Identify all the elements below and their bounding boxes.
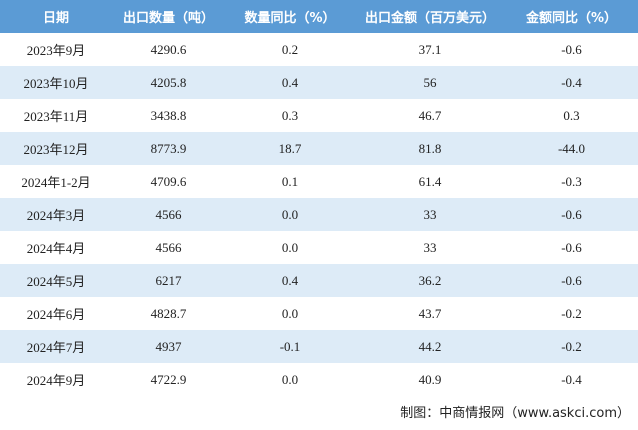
date-cell: 2024年7月 (0, 330, 112, 363)
value-cell: 0.4 (225, 264, 355, 297)
source-note: 制图：中商情报网（www.askci.com） (400, 406, 630, 421)
date-cell: 2024年9月 (26, 373, 86, 388)
date-cell: 2023年9月 (26, 43, 86, 58)
value-cell: 0.1 (281, 173, 299, 189)
value-cell: 6217 (112, 264, 225, 297)
value-cell: -0.4 (505, 66, 638, 99)
column-header: 数量同比（%） (225, 0, 355, 33)
value-cell: 0.4 (225, 66, 355, 99)
table-row: 2023年11月 3438.8 0.3 46.7 0.3 (0, 99, 638, 132)
value-cell: 43.7 (418, 305, 442, 321)
header-row: 日期 出口数量（吨） 数量同比（%） 出口金额（百万美元） 金额同比（%） (0, 0, 638, 33)
table-row: 2024年5月 6217 0.4 36.2 -0.6 (0, 264, 638, 297)
value-cell: 3438.8 (150, 107, 187, 123)
value-cell: -0.6 (561, 41, 582, 57)
value-cell: 0.2 (281, 41, 299, 57)
value-cell: -0.1 (225, 330, 355, 363)
data-table: 日期 出口数量（吨） 数量同比（%） 出口金额（百万美元） 金额同比（%） 2023年9… (0, 0, 638, 396)
value-cell: 44.2 (355, 330, 505, 363)
value-cell: -0.2 (505, 330, 638, 363)
value-cell: 0.0 (225, 198, 355, 231)
date-cell: 2024年5月 (0, 264, 112, 297)
table-row: 2023年12月 8773.9 18.7 81.8 -44.0 (0, 132, 638, 165)
date-cell: 2024年3月 (0, 198, 112, 231)
table-row: 2024年9月 4722.9 0.0 40.9 -0.4 (0, 363, 638, 396)
value-cell: 61.4 (418, 173, 442, 189)
table-row: 2024年3月 4566 0.0 33 -0.6 (0, 198, 638, 231)
table-row: 2023年10月 4205.8 0.4 56 -0.4 (0, 66, 638, 99)
value-cell: 37.1 (418, 41, 442, 57)
column-header: 日期 (0, 0, 112, 33)
value-cell: 4566 (112, 198, 225, 231)
value-cell: 36.2 (355, 264, 505, 297)
table-row: 2024年1-2月 4709.6 0.1 61.4 -0.3 (0, 165, 638, 198)
date-cell: 2023年10月 (0, 66, 112, 99)
date-cell: 2023年11月 (23, 109, 89, 124)
value-cell: 0.0 (281, 371, 299, 387)
table-row: 2024年4月 4566 0.0 33 -0.6 (0, 231, 638, 264)
value-cell: 18.7 (225, 132, 355, 165)
value-cell: -44.0 (505, 132, 638, 165)
value-cell: 4290.6 (150, 41, 187, 57)
value-cell: 4566 (155, 239, 182, 255)
date-cell: 2024年4月 (26, 241, 86, 256)
column-header: 出口数量（吨） (112, 0, 225, 33)
table-row: 2024年7月 4937 -0.1 44.2 -0.2 (0, 330, 638, 363)
value-cell: 81.8 (355, 132, 505, 165)
value-cell: 4722.9 (150, 371, 187, 387)
value-cell: 46.7 (418, 107, 442, 123)
table-body: 2023年9月 4290.6 0.2 37.1 -0.6 2023年10月 4205.8 0.… (0, 33, 638, 396)
value-cell: 4205.8 (112, 66, 225, 99)
value-cell: 33 (355, 198, 505, 231)
date-cell: 2024年1-2月 (21, 175, 91, 190)
value-cell: 0.0 (281, 239, 299, 255)
date-cell: 2024年6月 (26, 307, 86, 322)
value-cell: 0.3 (281, 107, 299, 123)
value-cell: 0.0 (281, 305, 299, 321)
value-cell: 40.9 (418, 371, 442, 387)
table-row: 2024年6月 4828.7 0.0 43.7 -0.2 (0, 297, 638, 330)
column-header: 出口金额（百万美元） (355, 0, 505, 33)
value-cell: 33 (423, 239, 437, 255)
column-header: 金额同比（%） (505, 0, 638, 33)
value-cell: 4709.6 (150, 173, 187, 189)
table-row: 2023年9月 4290.6 0.2 37.1 -0.6 (0, 33, 638, 66)
value-cell: -0.6 (505, 264, 638, 297)
value-cell: 56 (355, 66, 505, 99)
date-cell: 2023年12月 (0, 132, 112, 165)
value-cell: -0.6 (561, 239, 582, 255)
value-cell: -0.6 (505, 198, 638, 231)
value-cell: -0.4 (561, 371, 582, 387)
value-cell: 0.3 (563, 107, 580, 123)
value-cell: -0.2 (561, 305, 582, 321)
value-cell: -0.3 (561, 173, 582, 189)
value-cell: 4937 (112, 330, 225, 363)
value-cell: 8773.9 (112, 132, 225, 165)
value-cell: 4828.7 (150, 305, 187, 321)
